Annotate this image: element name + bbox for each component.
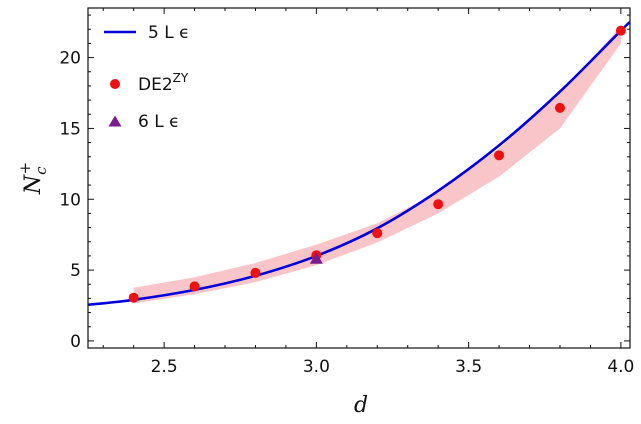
y-tick-label: 0 (70, 332, 81, 352)
data-point-circle (433, 199, 444, 210)
y-axis-label-main: N (21, 174, 46, 195)
points-layer (128, 25, 626, 303)
y-tick-label: 10 (59, 190, 81, 210)
y-tick-label: 15 (59, 119, 81, 139)
legend-label-triangle: 6 L ϵ (138, 112, 180, 132)
data-point-circle (372, 228, 383, 239)
data-point-circle (189, 281, 200, 292)
data-point-circle (494, 150, 505, 161)
error-band-layer (133, 26, 621, 304)
legend-label-circles-sup: ZY (173, 71, 189, 85)
legend: 5 L ϵ DE2ZY 6 L ϵ (104, 23, 190, 132)
plot-frame (87, 7, 631, 349)
y-tick-label: 5 (70, 261, 81, 281)
x-tick-label: 2.5 (151, 357, 178, 377)
x-tick-label: 3.5 (455, 357, 482, 377)
legend-label-circles-main: DE2 (138, 75, 173, 95)
data-point-triangle (309, 252, 323, 264)
x-tick-label: 4.0 (607, 357, 634, 377)
data-point-circle (128, 292, 139, 303)
x-tick-label: 3.0 (303, 357, 330, 377)
ticks-layer: 2.5 3.0 3.5 4.0 0 5 10 15 20 (59, 8, 634, 377)
y-axis-label-subscript: c (32, 166, 50, 175)
legend-circle-swatch (110, 79, 120, 89)
axes-frame (87, 7, 631, 349)
data-point-circle (250, 267, 261, 278)
y-axis-label: Nc+ (16, 162, 50, 195)
y-axis-label-superscript: + (16, 162, 34, 175)
uncertainty-band (133, 26, 621, 304)
legend-triangle-swatch (108, 115, 122, 127)
y-tick-label: 20 (59, 49, 81, 69)
fit-line-layer (88, 21, 630, 307)
legend-label-line: 5 L ϵ (148, 23, 190, 43)
data-point-circle (554, 102, 565, 113)
data-point-circle (615, 25, 626, 36)
fit-line (88, 21, 630, 307)
legend-label-circles: DE2ZY (138, 71, 189, 95)
x-axis-label: d (354, 393, 368, 418)
